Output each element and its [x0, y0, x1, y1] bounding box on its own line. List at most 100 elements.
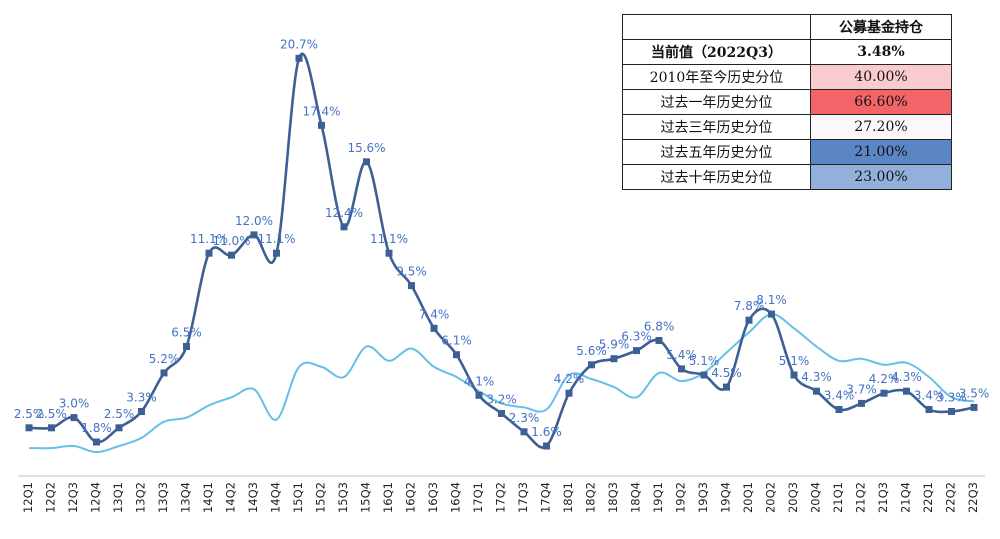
data-label: 3.4% — [824, 389, 855, 403]
x-tick-label: 19Q1 — [651, 482, 665, 513]
data-label: 11.1% — [257, 232, 295, 246]
data-label: 5.1% — [689, 354, 720, 368]
data-point-marker — [25, 424, 33, 432]
data-point-marker — [318, 121, 325, 129]
data-label: 4.3% — [891, 370, 922, 384]
row-label: 过去三年历史分位 — [622, 114, 811, 140]
data-point-marker — [115, 424, 123, 432]
data-label: 4.3% — [801, 370, 832, 384]
data-label: 11.1% — [370, 232, 408, 246]
x-tick-label: 20Q1 — [741, 482, 755, 513]
data-label: 3.2% — [486, 393, 517, 407]
row-label: 过去五年历史分位 — [622, 139, 811, 165]
data-point-marker — [430, 324, 438, 332]
x-tick-label: 18Q3 — [606, 482, 620, 513]
table-row: 2010年至今历史分位 40.00% — [622, 64, 952, 90]
data-point-marker — [160, 369, 168, 377]
x-tick-label: 22Q1 — [921, 482, 935, 513]
data-point-marker — [250, 231, 258, 239]
data-labels: 2.5%2.5%3.0%1.8%2.5%3.3%5.2%6.5%11.1%11.… — [14, 37, 990, 439]
benchmark-series — [28, 313, 975, 454]
data-label: 3.3% — [126, 391, 157, 405]
data-point-marker — [903, 387, 910, 395]
data-point-marker — [723, 383, 730, 391]
table-title: 公募基金持仓 — [810, 14, 952, 40]
table-row: 过去五年历史分位 21.00% — [622, 139, 952, 165]
data-label: 6.3% — [621, 330, 652, 344]
x-tick-label: 17Q4 — [539, 482, 553, 513]
data-point-marker — [678, 365, 685, 373]
x-tick-label: 15Q4 — [359, 482, 373, 513]
x-tick-label: 22Q2 — [944, 482, 958, 513]
data-label: 1.6% — [531, 425, 562, 439]
row-label: 过去一年历史分位 — [622, 89, 811, 115]
data-label: 6.1% — [441, 334, 472, 348]
data-point-marker — [93, 438, 100, 446]
data-label: 3.7% — [846, 382, 877, 396]
data-label: 5.6% — [576, 344, 607, 358]
x-tick-label: 14Q3 — [246, 482, 260, 513]
table-row: 过去三年历史分位 27.20% — [622, 114, 952, 140]
data-label: 15.6% — [347, 141, 385, 155]
data-label: 5.4% — [666, 348, 697, 362]
main-series — [25, 52, 978, 450]
x-tick-label: 12Q3 — [66, 482, 80, 513]
data-point-marker — [610, 355, 618, 363]
benchmark-line — [28, 313, 975, 454]
row-value: 40.00% — [810, 64, 952, 90]
data-point-marker — [385, 249, 393, 257]
x-tick-label: 15Q1 — [291, 482, 305, 513]
data-point-marker — [835, 406, 843, 413]
x-tick-label: 18Q4 — [629, 482, 643, 513]
row-value: 66.60% — [810, 89, 952, 115]
data-label: 5.9% — [599, 338, 630, 352]
data-point-marker — [543, 442, 550, 450]
data-label: 12.0% — [235, 214, 273, 228]
x-tick-label: 14Q1 — [201, 482, 215, 513]
data-point-marker — [408, 282, 415, 290]
data-label: 12.4% — [325, 206, 363, 220]
data-point-marker — [655, 337, 663, 344]
x-tick-label: 17Q2 — [494, 482, 508, 513]
data-label: 6.8% — [644, 320, 675, 334]
row-label: 当前值（2022Q3） — [622, 39, 811, 65]
row-label: 过去十年历史分位 — [622, 164, 811, 190]
data-label: 1.8% — [81, 421, 112, 435]
x-tick-label: 15Q2 — [314, 482, 328, 513]
data-point-marker — [633, 347, 640, 355]
data-point-marker — [925, 406, 933, 413]
x-tick-label: 12Q1 — [21, 482, 35, 513]
row-value: 23.00% — [810, 164, 952, 190]
percentile-table: 公募基金持仓 当前值（2022Q3） 3.48% 2010年至今历史分位 40.00% 过… — [622, 14, 952, 190]
x-tick-label: 17Q1 — [471, 482, 485, 513]
table-row: 过去十年历史分位 23.00% — [622, 164, 952, 190]
x-tick-label: 18Q1 — [561, 482, 575, 513]
x-tick-label: 13Q3 — [156, 482, 170, 513]
data-point-marker — [48, 424, 55, 432]
data-label: 5.1% — [779, 354, 810, 368]
x-tick-label: 12Q4 — [89, 482, 103, 513]
x-tick-label: 12Q2 — [44, 482, 58, 513]
x-tick-labels: 12Q1 12Q2 12Q3 12Q4 13Q1 13Q2 13Q3 13Q4 14Q1 14Q2… — [21, 482, 980, 513]
data-point-marker — [138, 408, 145, 415]
data-label: 3.0% — [59, 397, 90, 411]
data-label: 2.5% — [104, 407, 135, 421]
x-tick-label: 16Q1 — [381, 482, 395, 513]
x-tick-label: 16Q4 — [449, 482, 463, 513]
data-label: 11.0% — [212, 234, 250, 248]
data-point-marker — [948, 408, 955, 415]
data-label: 7.4% — [419, 307, 450, 321]
data-point-marker — [228, 251, 235, 259]
data-label: 5.2% — [149, 352, 180, 366]
data-point-marker — [768, 310, 775, 318]
data-point-marker — [700, 371, 708, 379]
x-tick-label: 20Q2 — [764, 482, 778, 513]
x-tick-label: 14Q4 — [269, 482, 283, 513]
x-tick-label: 13Q4 — [179, 482, 193, 513]
x-tick-label: 17Q3 — [516, 482, 530, 513]
data-point-marker — [970, 403, 978, 411]
x-tick-label: 21Q3 — [876, 482, 890, 513]
x-tick-label: 13Q1 — [111, 482, 125, 513]
data-point-marker — [813, 387, 820, 395]
